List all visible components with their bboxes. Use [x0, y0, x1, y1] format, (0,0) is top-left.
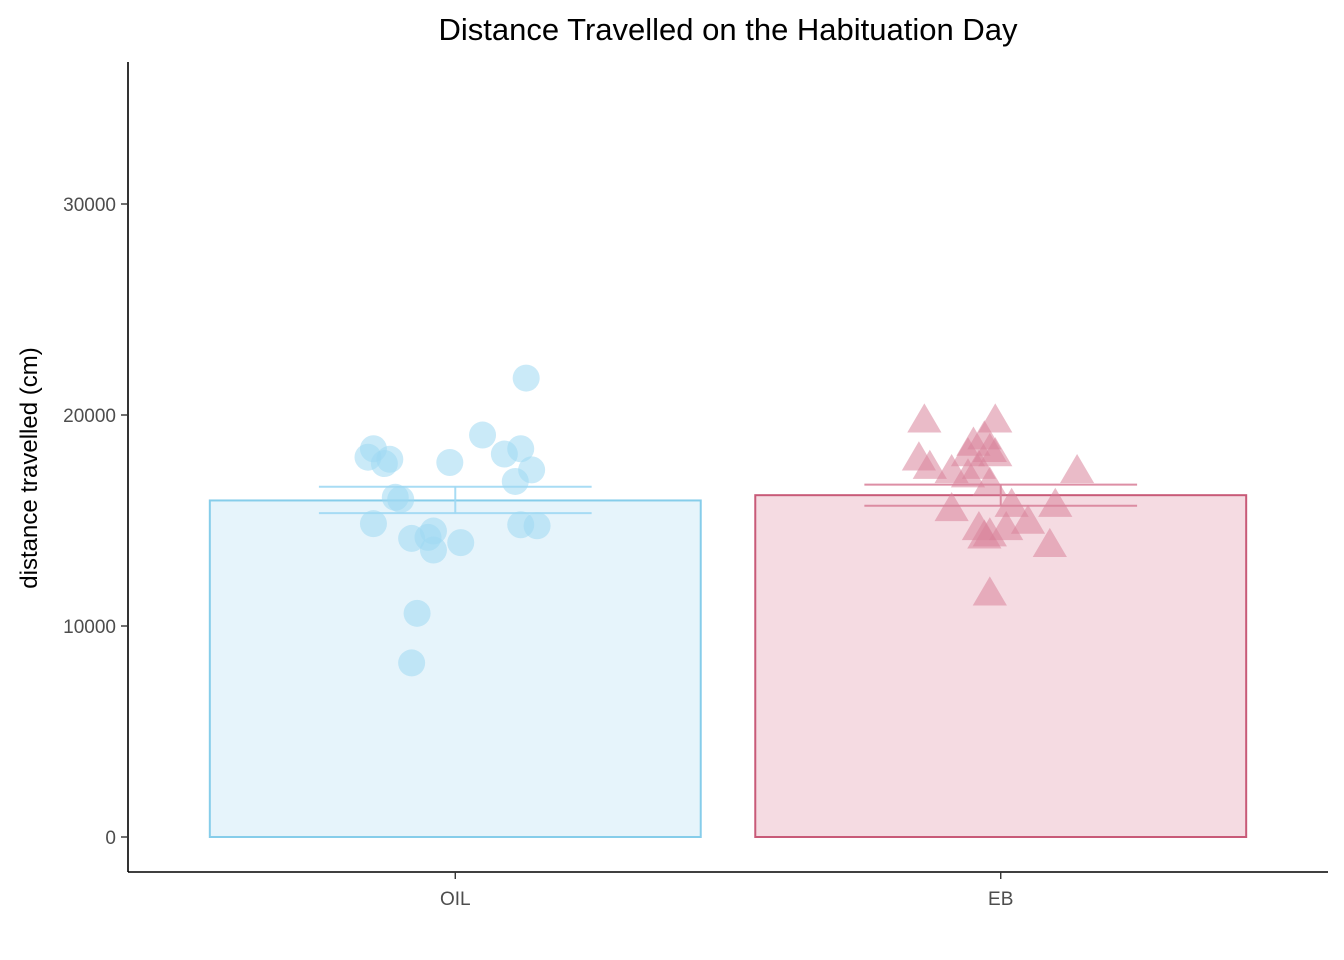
point-oil: [419, 536, 447, 564]
point-oil: [387, 485, 415, 513]
point-oil: [469, 421, 497, 449]
point-eb: [912, 449, 947, 479]
point-eb: [1059, 453, 1095, 484]
point-oil: [359, 510, 387, 538]
y-tick-label: 10000: [63, 617, 116, 638]
point-eb: [950, 458, 986, 488]
bar-eb: [754, 494, 1248, 838]
chart-title: Distance Travelled on the Habituation Da…: [439, 12, 1018, 47]
point-oil: [447, 529, 475, 557]
point-oil: [523, 512, 551, 540]
y-tick-label: 0: [105, 828, 116, 849]
point-oil: [370, 450, 398, 478]
point-eb: [934, 491, 969, 522]
point-eb: [1010, 504, 1046, 534]
bar-oil: [208, 499, 702, 838]
point-eb: [978, 437, 1013, 467]
point-oil: [403, 599, 431, 627]
y-tick-label: 20000: [63, 406, 116, 427]
point-oil: [501, 467, 529, 495]
y-axis-label: distance travelled (cm): [16, 347, 43, 588]
plot-area: 0 10000 20000 30000 OIL EB: [63, 62, 1328, 910]
point-oil: [507, 435, 535, 463]
x-tick-label: EB: [988, 889, 1013, 910]
point-eb: [972, 466, 1007, 496]
point-eb: [1038, 487, 1073, 517]
x-tick-label: OIL: [440, 889, 471, 910]
point-eb: [907, 403, 942, 433]
point-oil: [436, 448, 464, 476]
point-oil: [512, 364, 540, 392]
point-eb: [1032, 527, 1067, 557]
point-eb: [978, 403, 1013, 433]
point-oil: [398, 649, 426, 677]
point-eb: [972, 576, 1007, 606]
y-tick-label: 30000: [63, 195, 116, 216]
point-eb: [994, 487, 1029, 517]
point-oil: [419, 517, 447, 545]
